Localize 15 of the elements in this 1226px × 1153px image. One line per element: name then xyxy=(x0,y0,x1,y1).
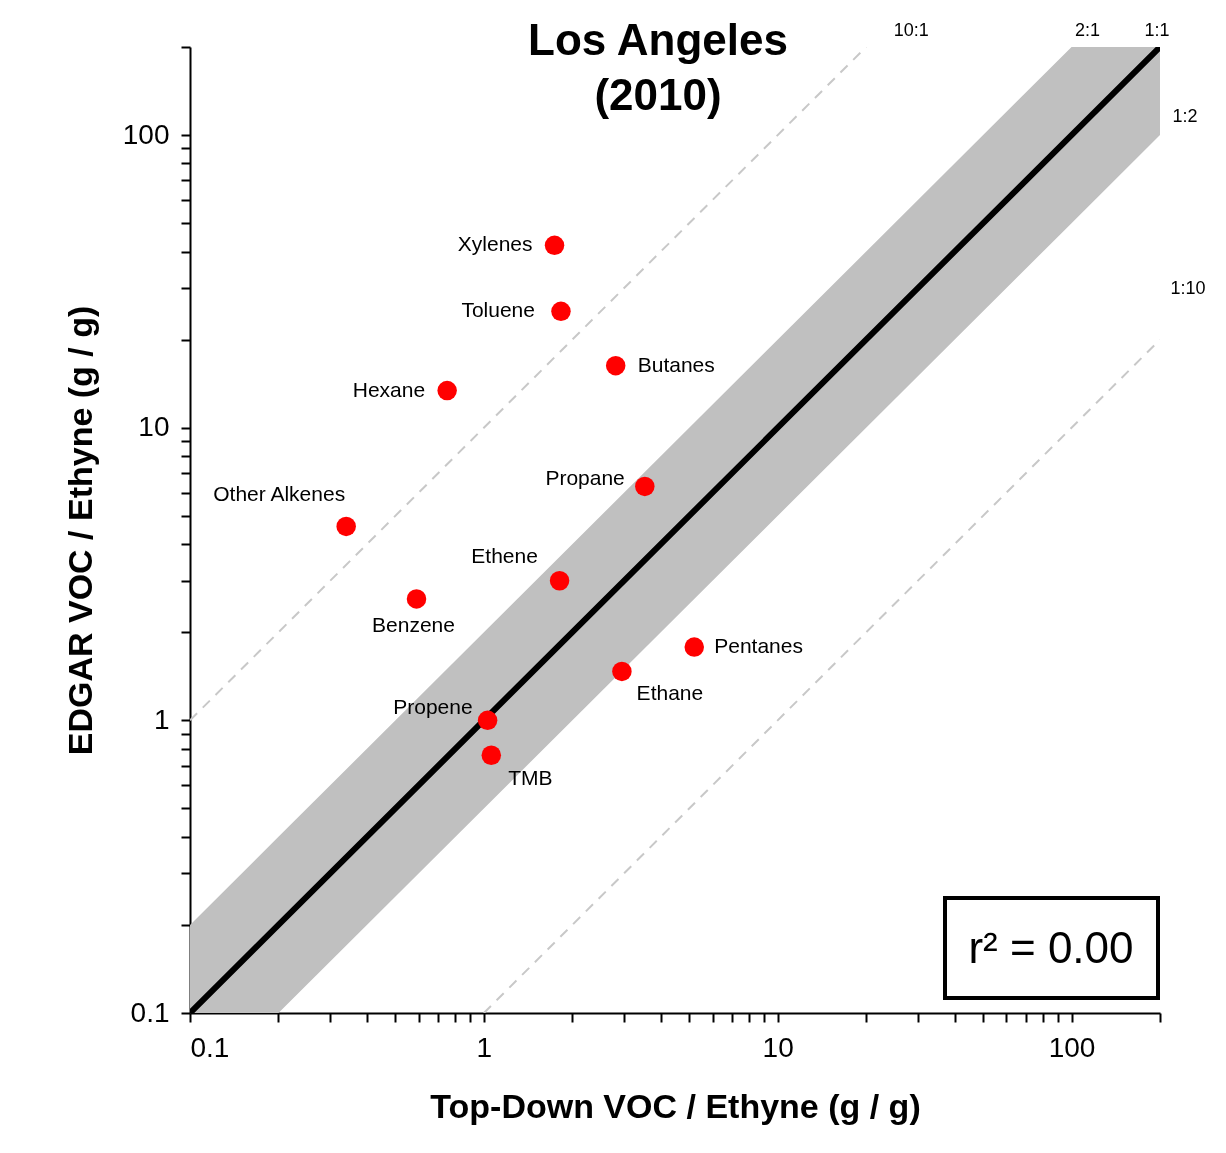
y-tick-label: 100 xyxy=(122,118,170,150)
annotation: 1:10 xyxy=(1170,277,1206,298)
x-tick-label: 1 xyxy=(476,1031,493,1063)
x-tick-label: 10 xyxy=(762,1031,794,1063)
y-tick-label: 1 xyxy=(153,703,170,735)
annotation: 1:1 xyxy=(1144,20,1170,40)
y-axis-title: EDGAR VOC / Ethyne (g / g) xyxy=(60,305,99,756)
x-tick-label: 100 xyxy=(1048,1031,1096,1063)
x-axis-title: Top-Down VOC / Ethyne (g / g) xyxy=(430,1086,921,1125)
y-tick-label: 10 xyxy=(138,411,170,443)
x-tick-label: 0.1 xyxy=(190,1031,230,1063)
annotation: 1:2 xyxy=(1172,106,1198,127)
annotation: 2:1 xyxy=(1075,20,1101,40)
annotation: 10:1 xyxy=(893,20,929,40)
y-tick-label: 0.1 xyxy=(130,996,170,1028)
